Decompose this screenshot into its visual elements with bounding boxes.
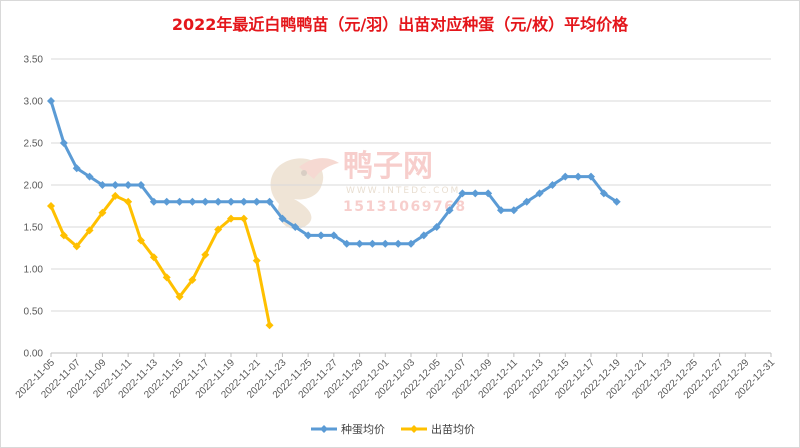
data-point (355, 239, 364, 248)
data-point (484, 189, 493, 198)
data-point (291, 223, 300, 231)
data-point (265, 197, 274, 206)
data-point (407, 239, 415, 248)
data-point (252, 197, 261, 206)
series-line (49, 194, 272, 326)
legend: 种蛋均价 出苗均价 (311, 422, 475, 436)
data-point (227, 214, 235, 223)
data-point (175, 292, 184, 301)
data-point (342, 239, 351, 248)
data-point (201, 197, 210, 206)
legend-marker (410, 425, 418, 433)
data-point (137, 181, 145, 189)
data-point (47, 97, 55, 105)
data-point (72, 242, 81, 251)
axes: 0.000.501.001.502.002.503.003.502022-11-… (14, 55, 778, 402)
data-point (368, 239, 377, 248)
data-point (304, 231, 313, 240)
data-point (419, 231, 428, 240)
data-point (214, 225, 223, 234)
legend-item: 出苗均价 (401, 422, 475, 436)
data-point (587, 172, 595, 181)
data-point (72, 164, 81, 173)
data-point (509, 206, 518, 215)
data-point (471, 189, 480, 198)
y-tick-label: 3.50 (24, 55, 44, 66)
legend-item: 种蛋均价 (311, 422, 385, 436)
y-tick-label: 0.50 (24, 307, 44, 318)
y-tick-label: 0.00 (24, 349, 44, 360)
series-layer (47, 97, 621, 330)
data-point (381, 239, 390, 248)
chart-title: 2022年最近白鸭鸭苗（元/羽）出苗对应种蛋（元/枚）平均价格 (171, 15, 629, 34)
data-point (227, 197, 235, 206)
data-point (548, 181, 557, 189)
y-tick-label: 2.00 (24, 181, 44, 192)
data-point (445, 206, 454, 215)
data-point (124, 197, 133, 206)
data-point (111, 181, 120, 189)
data-point (162, 273, 171, 282)
data-point (59, 231, 68, 240)
watermark-url: WWW.INTEDC.COM (346, 186, 460, 196)
y-tick-label: 1.00 (24, 265, 44, 276)
data-point (85, 172, 94, 181)
data-point (98, 181, 107, 189)
data-point (111, 191, 120, 200)
data-point (432, 223, 441, 231)
data-point (162, 197, 171, 206)
y-tick-label: 2.50 (24, 139, 44, 150)
data-point (188, 275, 197, 284)
y-tick-label: 3.00 (24, 97, 44, 108)
data-point (458, 189, 467, 198)
y-tick-label: 1.50 (24, 223, 44, 234)
data-point (188, 197, 197, 206)
data-point (329, 231, 338, 240)
legend-marker (320, 425, 328, 433)
data-point (394, 239, 403, 248)
legend-label: 种蛋均价 (341, 422, 385, 436)
data-point (522, 197, 531, 206)
data-point (98, 208, 107, 217)
data-point (124, 181, 133, 189)
data-point (175, 197, 184, 206)
data-point (214, 197, 223, 206)
legend-label: 出苗均价 (431, 422, 475, 436)
data-point (535, 189, 544, 198)
watermark-logo: 鸭子网 (343, 149, 433, 184)
data-point (137, 236, 145, 245)
data-point (85, 226, 94, 235)
series-1 (47, 97, 621, 248)
data-point (612, 197, 621, 206)
data-point (265, 321, 274, 330)
watermark-phone: 15131069768 (343, 199, 467, 215)
data-point (317, 231, 325, 240)
data-point (239, 214, 248, 223)
series-2 (47, 191, 274, 330)
duck-icon (270, 158, 339, 229)
data-point (599, 189, 608, 198)
data-point (149, 197, 158, 206)
data-point (59, 139, 68, 147)
data-point (239, 197, 248, 206)
data-point (497, 206, 505, 215)
data-point (149, 253, 158, 262)
data-point (47, 202, 55, 210)
duck-logo-watermark: 鸭子网 WWW.INTEDC.COM 15131069768 (270, 149, 467, 229)
data-point (252, 256, 261, 265)
data-point (561, 172, 570, 181)
data-point (201, 250, 210, 259)
data-point (574, 172, 583, 181)
data-point (278, 214, 287, 223)
